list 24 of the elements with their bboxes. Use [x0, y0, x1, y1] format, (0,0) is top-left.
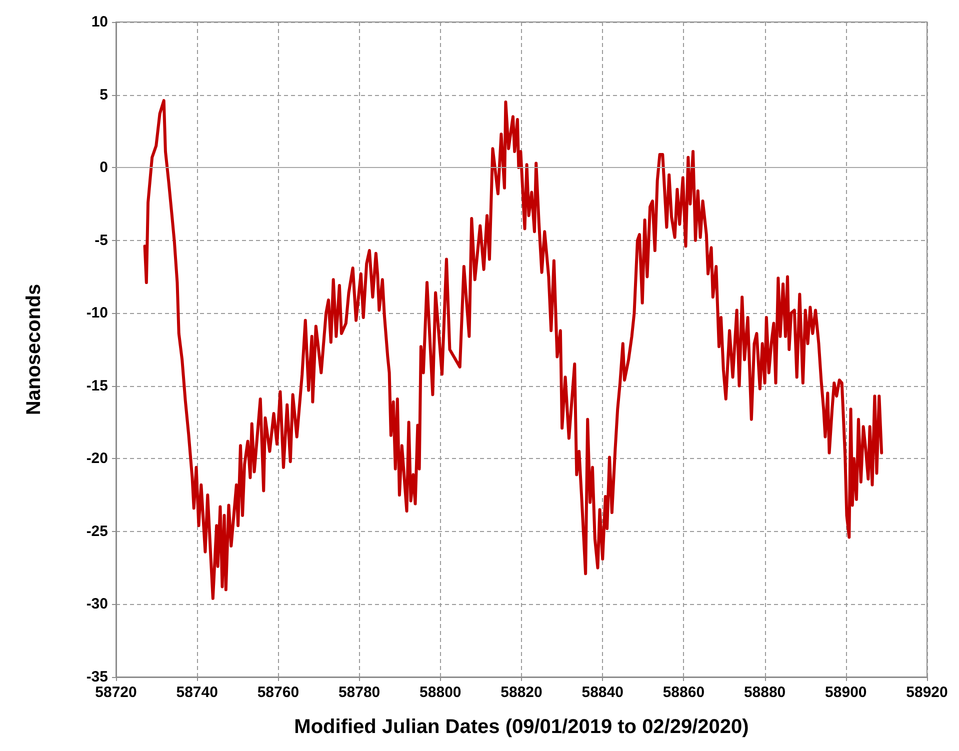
x-tick-label: 58740 — [176, 684, 218, 701]
y-tick-label: -30 — [86, 596, 108, 613]
x-tick-label: 58840 — [582, 684, 624, 701]
x-tick-label: 58900 — [825, 684, 867, 701]
x-tick-label: 58860 — [662, 684, 705, 701]
x-tick-label: 58720 — [95, 684, 137, 701]
y-tick-label: -5 — [94, 232, 108, 249]
y-tick-label: -10 — [86, 304, 108, 322]
y-tick-label: 10 — [91, 14, 108, 30]
x-tick-label: 58800 — [420, 684, 462, 701]
x-tick-label: 58820 — [500, 684, 542, 701]
y-tick-label: -35 — [86, 668, 108, 686]
y-tick-label: 5 — [100, 86, 108, 104]
y-tick-label: -15 — [86, 377, 108, 394]
y-tick-label: 0 — [100, 159, 108, 176]
x-tick-label: 58780 — [338, 684, 380, 701]
y-tick-label: -20 — [86, 450, 108, 468]
x-tick-label: 58760 — [257, 684, 300, 701]
x-axis-title: Modified Julian Dates (09/01/2019 to 02/29/2020) — [294, 716, 749, 738]
x-tick-label: 58880 — [744, 684, 786, 701]
line-series — [143, 99, 884, 600]
y-axis-title: Nanoseconds — [23, 284, 45, 416]
x-tick-label: 58920 — [906, 684, 948, 701]
y-tick-label: -25 — [86, 522, 108, 540]
